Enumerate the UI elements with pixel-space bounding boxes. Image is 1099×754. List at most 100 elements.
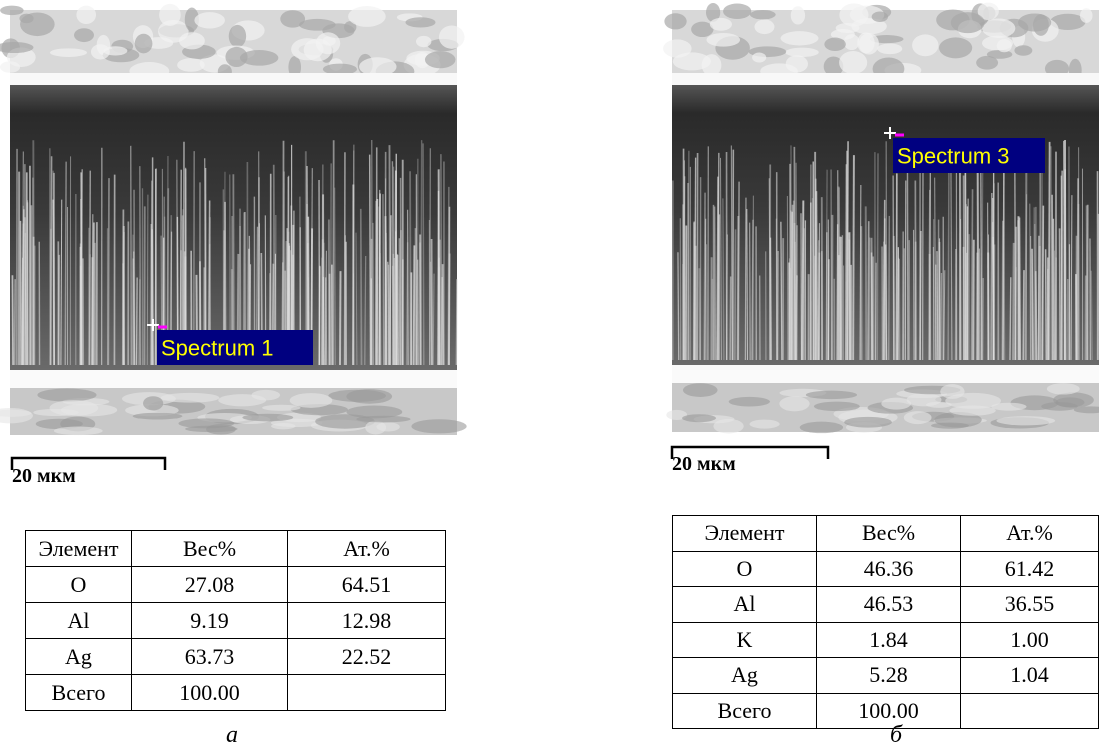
grain xyxy=(986,49,1013,59)
grain xyxy=(288,55,302,79)
fiber xyxy=(795,162,798,361)
fiber xyxy=(382,194,385,366)
fiber xyxy=(934,177,937,361)
fiber xyxy=(683,176,686,361)
table-header: Элемент Вес% Ат.% xyxy=(25,530,446,567)
fiber xyxy=(455,279,458,366)
scale-label: 20 мкм xyxy=(672,453,736,475)
fiber xyxy=(744,197,747,361)
grain xyxy=(315,32,341,55)
grain xyxy=(376,422,400,432)
fiber xyxy=(841,235,844,361)
fiber xyxy=(852,155,855,361)
grain xyxy=(228,24,247,48)
fiber xyxy=(976,166,980,361)
fiber xyxy=(713,206,717,361)
grain xyxy=(179,32,205,50)
grain xyxy=(839,50,868,75)
fiber xyxy=(24,217,27,366)
fiber xyxy=(440,277,444,366)
fiber xyxy=(719,157,722,361)
fiber xyxy=(1060,175,1063,361)
fiber xyxy=(406,209,409,366)
fiber xyxy=(859,184,862,361)
fiber xyxy=(1041,205,1045,361)
fiber xyxy=(322,276,325,366)
fiber xyxy=(1047,141,1051,361)
fiber xyxy=(734,229,737,361)
fiber xyxy=(49,156,53,366)
fiber xyxy=(121,209,125,366)
grain xyxy=(356,415,411,423)
grain xyxy=(49,48,87,57)
grain xyxy=(663,39,692,58)
fiber xyxy=(990,193,993,361)
grain xyxy=(1041,402,1078,411)
grain xyxy=(225,46,248,67)
grain xyxy=(289,393,333,408)
grain xyxy=(177,58,205,72)
fiber xyxy=(725,234,728,361)
fiber xyxy=(1018,217,1022,361)
grain xyxy=(280,10,306,28)
table-header: Элемент Вес% Ат.% xyxy=(672,515,1099,552)
grain xyxy=(950,12,985,34)
grain xyxy=(799,421,844,434)
fiber xyxy=(1051,194,1054,361)
fiber xyxy=(929,152,932,361)
fiber xyxy=(786,195,789,361)
grain xyxy=(949,405,996,416)
fiber xyxy=(887,215,891,361)
fiber xyxy=(1063,140,1066,361)
table-cell: 61.42 xyxy=(960,550,1099,587)
grain xyxy=(424,51,456,69)
fiber xyxy=(1009,277,1012,361)
grain xyxy=(416,35,432,48)
grain xyxy=(37,388,97,402)
spectrum-box xyxy=(893,138,1045,173)
table-row: Всего 100.00 xyxy=(672,692,1099,729)
fiber xyxy=(447,186,450,366)
spectrum-box xyxy=(157,330,313,365)
grain xyxy=(0,41,34,54)
fiber xyxy=(811,198,815,361)
fiber xyxy=(388,145,392,366)
fiber xyxy=(947,163,950,361)
fiber xyxy=(146,194,149,366)
fiber xyxy=(870,237,874,361)
grain xyxy=(178,418,235,429)
grain xyxy=(749,9,776,20)
table-cell: Вес% xyxy=(131,530,288,567)
fiber xyxy=(897,257,900,361)
table-row: O 46.36 61.42 xyxy=(672,550,1099,587)
fiber xyxy=(133,251,136,366)
fiber xyxy=(52,170,55,366)
caption: б xyxy=(890,722,903,748)
fiber xyxy=(79,265,82,366)
fiber xyxy=(339,271,342,366)
dark-layer xyxy=(10,85,457,370)
grain xyxy=(752,52,767,63)
fiber xyxy=(943,270,946,361)
fiber xyxy=(19,220,22,366)
grain xyxy=(159,3,181,26)
fiber xyxy=(864,206,868,361)
fiber xyxy=(801,200,805,361)
fiber xyxy=(64,161,67,366)
grain xyxy=(1073,406,1099,414)
fiber xyxy=(875,262,877,361)
grain xyxy=(706,32,741,47)
fiber xyxy=(717,152,720,361)
fiber xyxy=(374,200,377,366)
fiber xyxy=(130,145,133,366)
grain xyxy=(843,34,860,51)
fiber xyxy=(959,168,962,361)
grain xyxy=(160,392,220,403)
grain xyxy=(912,34,939,57)
spectrum-label: Spectrum 1 xyxy=(161,336,274,361)
table-cell: Элемент xyxy=(672,515,817,552)
fiber xyxy=(768,178,771,361)
fiber xyxy=(387,261,390,366)
grain xyxy=(1050,13,1086,30)
table-cell: 100.00 xyxy=(131,674,288,711)
